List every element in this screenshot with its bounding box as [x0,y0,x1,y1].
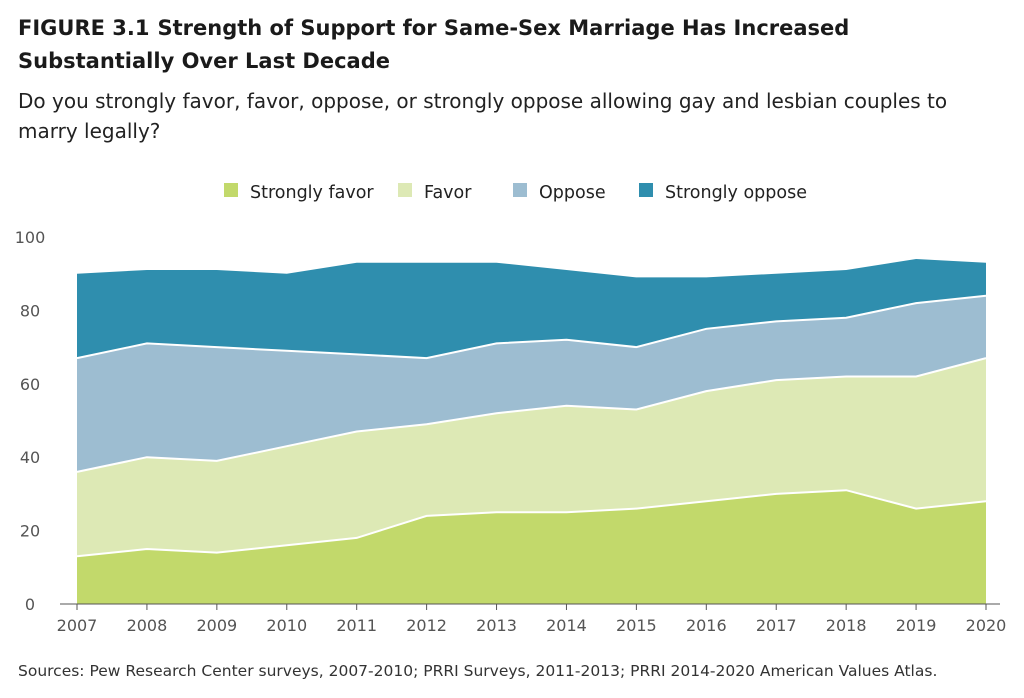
area-strongly-favor [77,490,986,604]
y-tick-label: 0 [25,595,35,614]
legend-swatch [513,183,527,197]
x-tick-label: 2020 [966,616,1007,635]
area-favor [77,358,986,557]
x-tick-label: 2015 [616,616,657,635]
x-tick-label: 2019 [896,616,937,635]
legend-label: Favor [424,183,472,203]
legend-swatch [224,183,238,197]
chart-title: FIGURE 3.1 Strength of Support for Same-S… [18,12,1008,78]
x-tick-label: 2017 [756,616,797,635]
series-boundary-line [76,489,987,558]
legend-swatch [398,183,412,197]
x-tick-label: 2010 [266,616,307,635]
y-tick-label: 80 [20,301,40,320]
y-tick-label: 100 [15,228,46,247]
chart-source: Sources: Pew Research Center surveys, 20… [18,662,938,680]
figure-number: FIGURE 3.1 [18,16,150,40]
chart-subtitle: Do you strongly favor, favor, oppose, or… [18,89,948,143]
x-tick-label: 2016 [686,616,727,635]
x-tick-label: 2012 [406,616,447,635]
legend-label: Strongly favor [250,183,374,203]
y-tick-label: 40 [20,448,40,467]
figure-title: Strength of Support for Same-Sex Marriag… [18,16,850,73]
area-strongly-oppose [77,259,986,359]
x-tick-label: 2011 [336,616,377,635]
x-tick-label: 2018 [826,616,867,635]
legend-label: Oppose [539,183,606,203]
area-oppose [77,295,986,472]
x-tick-label: 2013 [476,616,517,635]
x-tick-label: 2008 [127,616,168,635]
legend-label: Strongly oppose [665,183,807,203]
series-boundary-line [76,357,987,473]
x-tick-label: 2007 [57,616,98,635]
series-boundary-line [76,294,987,360]
stacked-area-chart: 0 20 40 60 80 100 2007 2008 2009 2010 2011 2012 2013… [15,183,1007,635]
legend-swatch [639,183,653,197]
x-tick-label: 2014 [546,616,587,635]
y-tick-label: 60 [20,375,40,394]
x-tick-label: 2009 [196,616,237,635]
y-tick-label: 20 [20,522,40,541]
